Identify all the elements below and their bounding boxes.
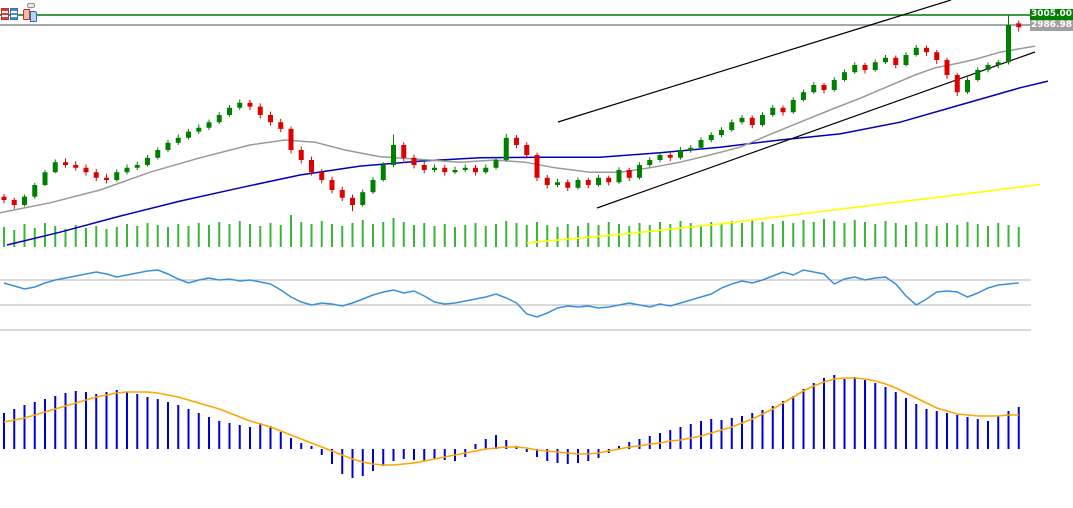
horizontal-price-lines[interactable] [0, 14, 1031, 27]
oscillator-line [3, 269, 1019, 318]
volume-bars [3, 215, 1020, 247]
last-price-badge: 2986.98 [1030, 20, 1073, 31]
document-red-icon[interactable] [23, 9, 30, 20]
note-tag-icon[interactable] [27, 3, 35, 8]
moving-averages [0, 45, 1049, 246]
resistance-price-badge: 3005.00 [1030, 9, 1073, 20]
trend-channel-lines[interactable] [557, 0, 1036, 209]
drawing-toolbar [0, 0, 45, 24]
document-blue-icon[interactable] [30, 11, 37, 22]
oscillator-gridlines [0, 279, 1031, 331]
macd-pane [3, 375, 1020, 478]
candlesticks [1, 15, 1022, 212]
panel-list-blue-icon[interactable] [10, 8, 18, 20]
panel-list-red-icon[interactable] [1, 8, 9, 20]
